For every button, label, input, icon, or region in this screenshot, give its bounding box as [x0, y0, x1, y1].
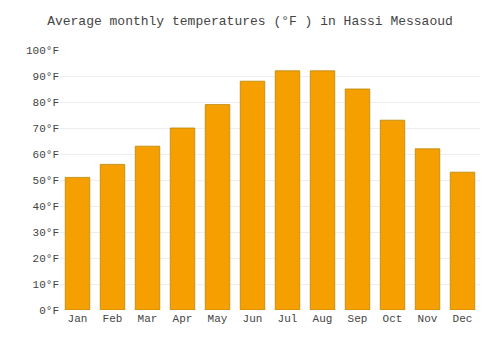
svg-text:Jul: Jul [278, 313, 298, 325]
svg-text:Average monthly temperatures (: Average monthly temperatures (°F ) in Ha… [47, 14, 453, 29]
svg-text:100°F: 100°F [26, 45, 59, 57]
svg-text:Feb: Feb [103, 313, 123, 325]
svg-text:May: May [208, 313, 228, 325]
svg-text:30°F: 30°F [33, 227, 59, 239]
svg-text:10°F: 10°F [33, 279, 59, 291]
svg-text:Dec: Dec [453, 313, 473, 325]
svg-text:90°F: 90°F [33, 71, 59, 83]
svg-text:60°F: 60°F [33, 149, 59, 161]
svg-text:0°F: 0°F [39, 305, 59, 317]
svg-text:40°F: 40°F [33, 201, 59, 213]
svg-text:Aug: Aug [313, 313, 333, 325]
svg-text:Oct: Oct [383, 313, 403, 325]
svg-text:20°F: 20°F [33, 253, 59, 265]
svg-text:Mar: Mar [138, 313, 158, 325]
svg-text:Nov: Nov [418, 313, 438, 325]
svg-text:80°F: 80°F [33, 97, 59, 109]
svg-text:70°F: 70°F [33, 123, 59, 135]
svg-text:Jun: Jun [243, 313, 263, 325]
svg-text:Apr: Apr [173, 313, 193, 325]
svg-text:50°F: 50°F [33, 175, 59, 187]
svg-text:Sep: Sep [348, 313, 368, 325]
svg-text:Jan: Jan [68, 313, 88, 325]
